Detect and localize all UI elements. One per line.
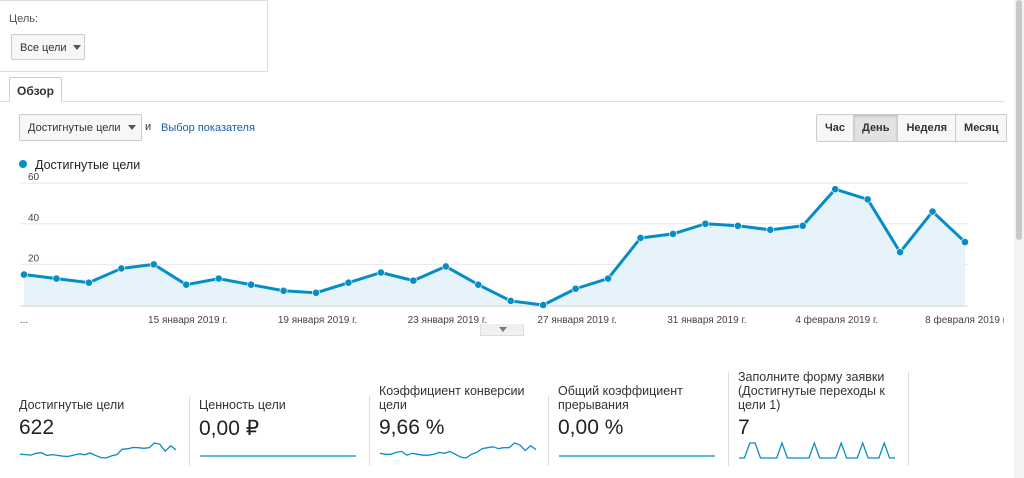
data-point: [798, 221, 807, 230]
scorecard-title: Коэффициент конверсии цели: [379, 384, 525, 412]
scorecard-divider: [369, 396, 370, 466]
data-point: [669, 230, 677, 238]
scorecard[interactable]: Заполните форму заявки (Достигнутые пере…: [738, 370, 896, 466]
data-point: [149, 260, 158, 269]
data-point: [441, 262, 450, 271]
scorecard-divider: [728, 372, 729, 466]
tab-divider: [0, 101, 1004, 102]
x-tick-label: 15 января 2019 г.: [148, 315, 227, 326]
data-point: [766, 225, 775, 234]
scorecard-title: Ценность цели: [199, 398, 286, 412]
y-tick-label: 40: [28, 213, 40, 224]
scorecard-value: 9,66 %: [379, 416, 445, 439]
x-tick-label: 23 января 2019 г.: [408, 315, 487, 326]
data-point: [214, 274, 223, 283]
data-point: [182, 280, 191, 289]
data-point: [312, 288, 320, 297]
goal-filter-label: Цель:: [9, 13, 39, 25]
metric-select-value: Достигнутые цели: [28, 122, 121, 134]
scorecard-value: 7: [738, 416, 750, 439]
series-line: [23, 187, 967, 307]
metric-select-dropdown[interactable]: Достигнутые цели: [19, 114, 142, 141]
scorecard-divider: [548, 396, 549, 466]
goal-select-dropdown[interactable]: Все цели: [11, 34, 85, 60]
period-day-button[interactable]: День: [853, 115, 899, 141]
chart-legend: Достигнутые цели: [19, 158, 140, 172]
data-point: [474, 280, 483, 289]
period-hour-button[interactable]: Час: [817, 115, 854, 141]
period-toggle-group: Час День Неделя Месяц: [816, 114, 1008, 142]
data-point: [733, 221, 742, 230]
data-point: [831, 185, 840, 194]
sparkline-line: [19, 442, 177, 459]
data-point: [571, 284, 580, 293]
scorecard[interactable]: Ценность цели 0,00 ₽: [199, 370, 357, 466]
select-metric-link[interactable]: Выбор показателя: [161, 122, 255, 134]
data-point: [377, 268, 385, 277]
data-point: [539, 301, 548, 309]
data-point: [52, 274, 61, 283]
x-tick-label: ...: [20, 315, 28, 326]
scrollbar[interactable]: [1014, 0, 1024, 478]
scorecard[interactable]: Достигнутые цели 622: [19, 370, 177, 466]
scorecard-value: 622: [19, 416, 55, 439]
legend-dot-icon: [19, 160, 27, 168]
y-tick-label: 20: [28, 253, 40, 264]
tab-overview[interactable]: Обзор: [9, 77, 62, 102]
scorecard[interactable]: Коэффициент конверсии цели 9,66 %: [379, 370, 537, 466]
data-point: [20, 270, 28, 279]
data-point: [344, 278, 353, 287]
x-tick-label: 4 февраля 2019 г.: [795, 314, 878, 326]
scorecard-divider: [189, 396, 190, 466]
data-point: [863, 195, 872, 204]
sparkline: [559, 455, 715, 457]
goal-select-value: Все цели: [20, 42, 67, 54]
scorecard-title: Заполните форму заявки (Достигнутые пере…: [738, 370, 885, 412]
y-tick-label: 60: [28, 172, 40, 183]
x-tick-label: 19 января 2019 г.: [278, 315, 357, 326]
scorecard-value: 0,00 %: [558, 416, 624, 439]
goal-filter-panel: Цель: Все цели: [0, 0, 268, 72]
data-point: [604, 274, 612, 283]
x-tick-label: 31 января 2019 г.: [667, 315, 746, 326]
sparkline: [739, 441, 895, 459]
data-point: [84, 278, 93, 287]
data-point: [247, 280, 256, 289]
x-tick-label: 27 января 2019 г.: [537, 315, 616, 326]
scorecard-title: Общий коэффициент прерывания: [558, 384, 683, 412]
chevron-down-icon: [128, 125, 136, 130]
sparkline: [200, 455, 356, 457]
data-point: [928, 207, 937, 216]
data-point: [961, 238, 969, 246]
data-point: [506, 297, 515, 305]
period-week-button[interactable]: Неделя: [898, 115, 957, 141]
chart-collapse-handle[interactable]: [480, 324, 524, 336]
chevron-down-icon: [499, 327, 507, 332]
legend-series-name: Достигнутые цели: [35, 158, 141, 172]
data-point: [636, 234, 645, 242]
data-point: [701, 219, 710, 228]
sparkline-line: [739, 441, 895, 459]
scorecard-divider: [908, 372, 909, 466]
sparkline: [379, 442, 537, 459]
and-text: и: [145, 121, 152, 133]
sparkline: [19, 442, 177, 459]
series-area: [24, 189, 965, 305]
chevron-down-icon: [73, 45, 81, 50]
scorecard-value: 0,00 ₽: [199, 417, 260, 440]
sparkline-line: [379, 442, 537, 459]
scorecard-title: Достигнутые цели: [19, 398, 125, 412]
scrollbar-thumb[interactable]: [1016, 0, 1022, 240]
period-month-button[interactable]: Месяц: [956, 115, 1007, 141]
x-tick-label: 8 февраля 2019 г.: [925, 314, 1004, 326]
scorecard[interactable]: Общий коэффициент прерывания 0,00 %: [558, 370, 716, 466]
line-chart[interactable]: 20 40 60... 15 января 2019 г. 19 января 2019…: [0, 170, 1004, 328]
data-point: [279, 286, 288, 295]
data-point: [896, 248, 905, 257]
data-point: [117, 264, 126, 273]
data-point: [409, 276, 418, 285]
